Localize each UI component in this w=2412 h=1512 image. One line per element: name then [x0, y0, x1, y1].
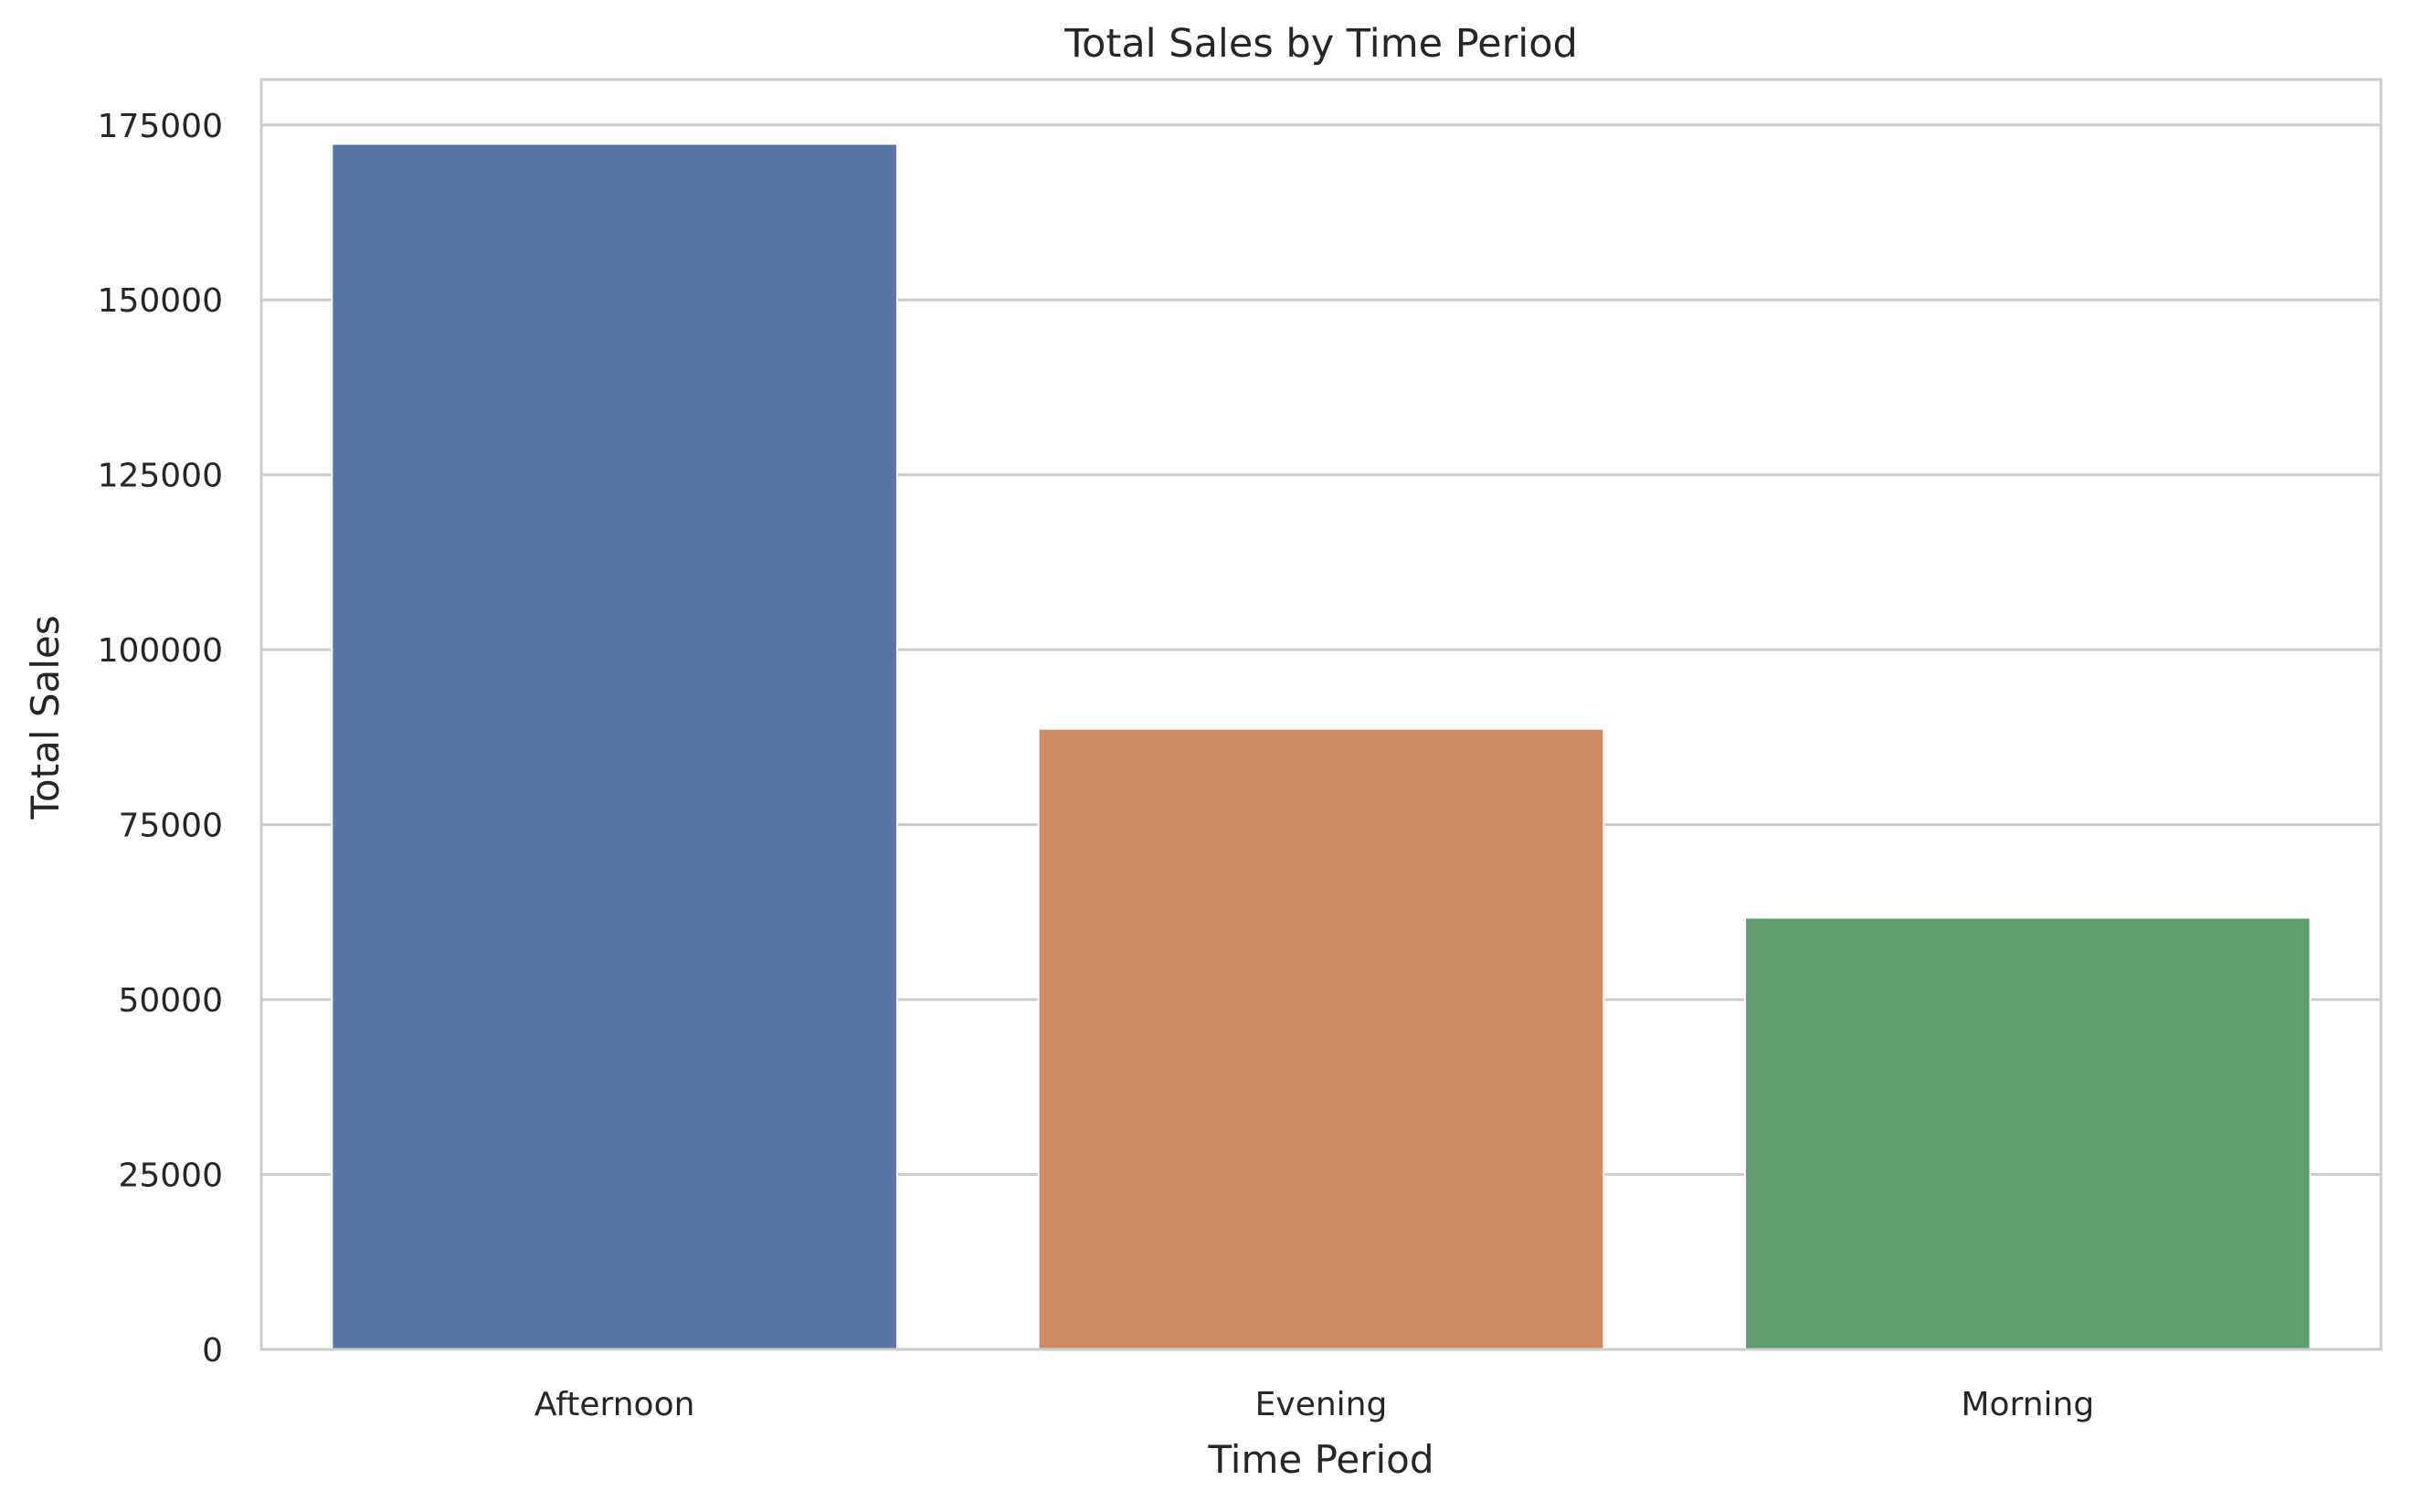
bar-morning [1744, 916, 2312, 1350]
x-tick-label: Afternoon [534, 1386, 695, 1423]
y-tick-labels: 0 25000 50000 75000 100000 125000 150000 175000 [98, 108, 223, 1369]
x-axis-label: Time Period [1207, 1437, 1433, 1482]
x-tick-label: Evening [1255, 1386, 1388, 1423]
bars [331, 143, 2312, 1351]
y-tick-label: 0 [202, 1332, 223, 1369]
x-tick-labels: Afternoon Evening Morning [534, 1386, 2094, 1423]
y-tick-label: 125000 [98, 458, 223, 495]
chart-title: Total Sales by Time Period [1063, 21, 1578, 67]
y-tick-label: 100000 [98, 632, 223, 670]
x-tick-label: Morning [1961, 1386, 2094, 1423]
y-tick-label: 150000 [98, 282, 223, 320]
bar-evening [1037, 727, 1605, 1350]
y-tick-label: 175000 [98, 108, 223, 145]
y-tick-label: 50000 [118, 982, 223, 1020]
bar-afternoon [331, 143, 899, 1351]
y-tick-label: 25000 [118, 1158, 223, 1195]
y-tick-label: 75000 [118, 808, 223, 845]
plot-frame [259, 78, 2383, 1351]
y-axis-label: Total Sales [23, 615, 68, 819]
